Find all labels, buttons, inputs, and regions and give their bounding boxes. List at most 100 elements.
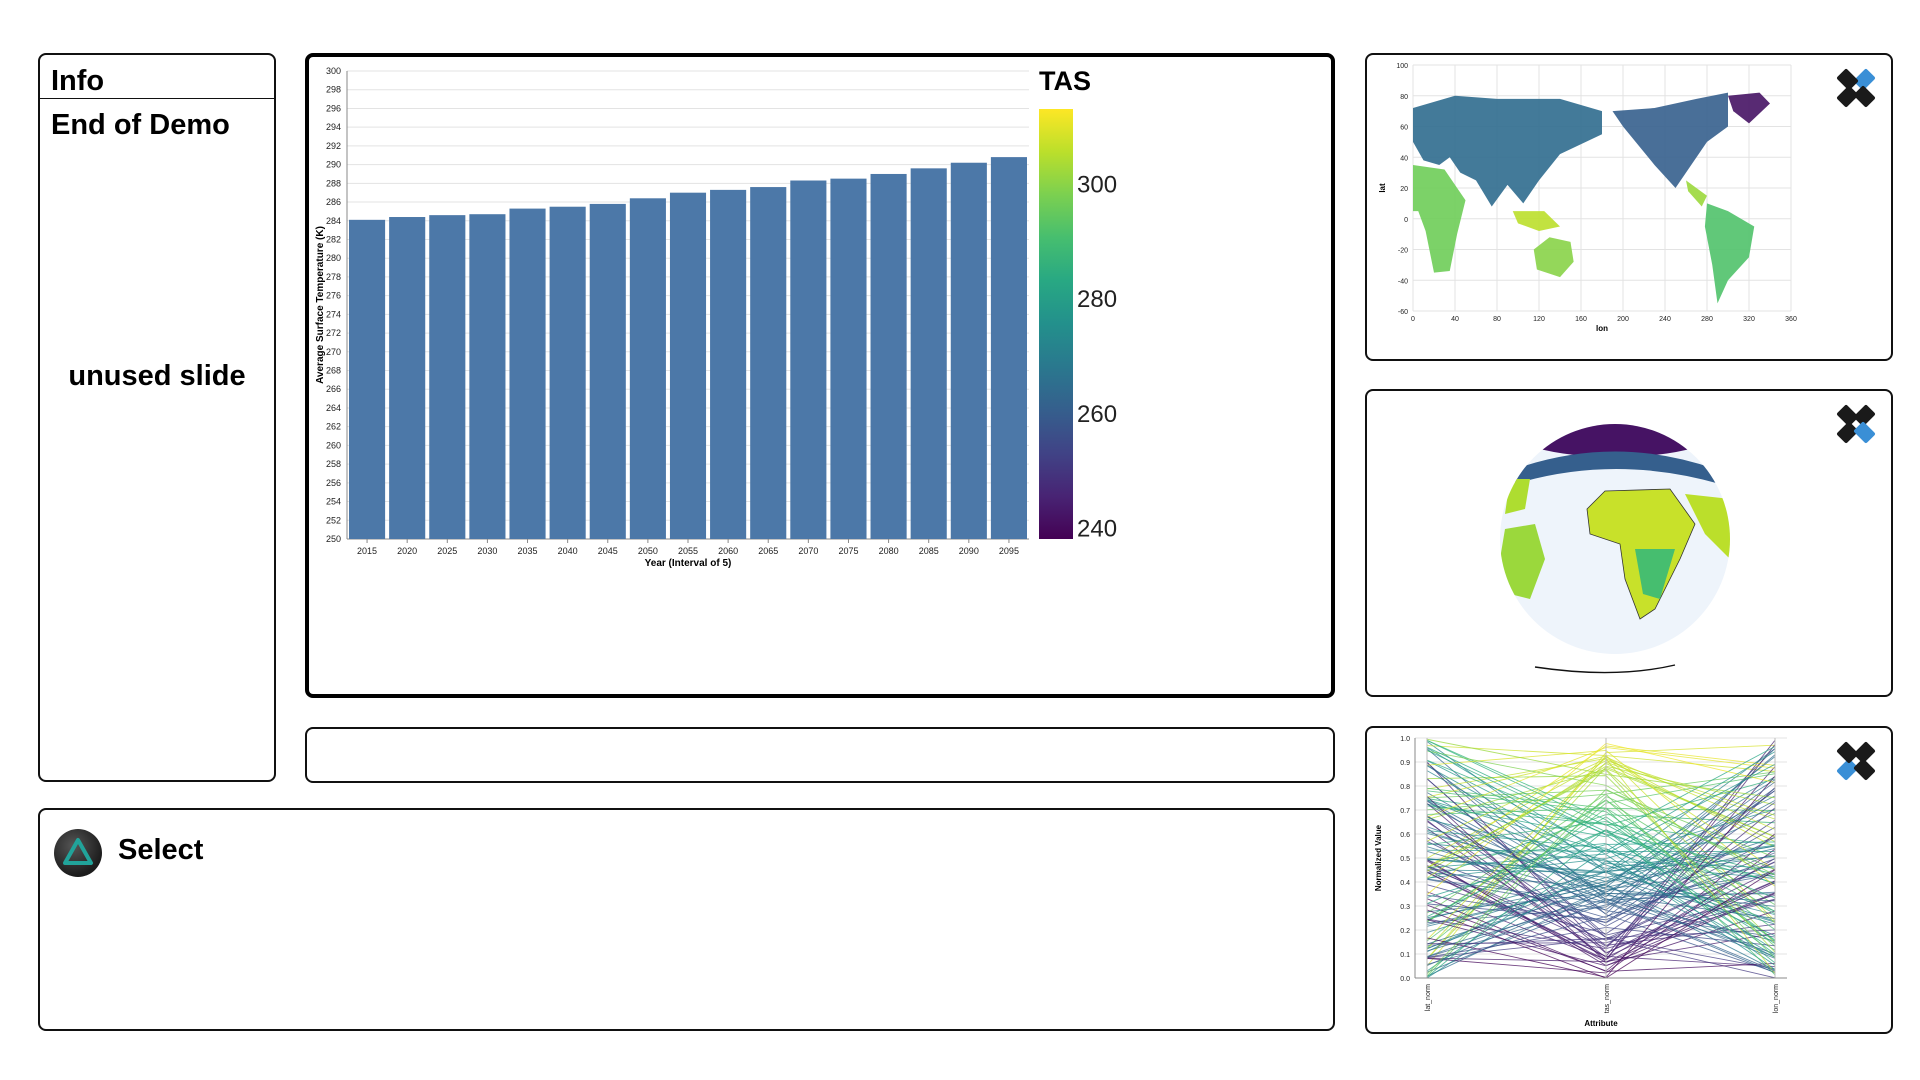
- pcp-x-axis-title: Attribute: [1584, 1019, 1618, 1028]
- pcp-axis-label: tas_norm: [1604, 984, 1611, 1013]
- globe-asia-region: [1685, 494, 1730, 559]
- bar: [389, 217, 426, 540]
- x-tick-label: 2045: [598, 546, 618, 556]
- map-land-region: [1686, 180, 1707, 207]
- bar: [790, 180, 827, 539]
- parallel-coordinates-chart[interactable]: 0.0 0.1 0.2 0.3 0.4 0.5 0.6 0.7 0.8 0.9 1.0 lat_nor…: [1367, 728, 1891, 1032]
- map-x-tick-label: 280: [1701, 316, 1713, 323]
- y-axis-title: Average Surface Temperature (K): [315, 226, 326, 384]
- map-x-tick-label: 160: [1575, 316, 1587, 323]
- map-x-tick-label: 0: [1411, 316, 1415, 323]
- map-y-tick-label: 20: [1400, 186, 1408, 193]
- pcp-y-tick-label: 0.4: [1400, 880, 1410, 887]
- bar: [429, 215, 466, 540]
- x-tick-label: 2070: [798, 546, 818, 556]
- bar: [910, 168, 947, 539]
- bar: [870, 173, 907, 539]
- legend-title: TAS: [1039, 66, 1091, 96]
- y-tick-label: 262: [326, 422, 341, 432]
- bar: [750, 187, 787, 539]
- map-y-tick-label: 0: [1404, 217, 1408, 224]
- bar: [469, 214, 506, 539]
- temperature-bar-chart[interactable]: 250 252 254 256 258 260 262 264 266 268 270 272 274 2…: [309, 57, 1331, 694]
- select-panel[interactable]: Select: [38, 808, 1335, 1031]
- pcp-y-tick-label: 0.7: [1400, 808, 1410, 815]
- bar: [710, 189, 747, 539]
- info-body-text: unused slide: [68, 360, 246, 392]
- legend-tick-label: 240: [1077, 516, 1117, 543]
- empty-text-panel[interactable]: [305, 727, 1335, 783]
- x-axis-title: Year (Interval of 5): [645, 558, 732, 569]
- pcp-axis-label: lat_norm: [1425, 984, 1432, 1011]
- info-panel: Info End of Demo unused slide: [38, 53, 276, 782]
- map-x-tick-label: 120: [1533, 316, 1545, 323]
- globe-land-group: [1500, 424, 1730, 620]
- y-tick-label: 286: [326, 197, 341, 207]
- y-tick-label: 300: [326, 66, 341, 76]
- pcp-y-tick-label: 0.8: [1400, 784, 1410, 791]
- map-y-tick-label: -40: [1398, 278, 1408, 285]
- map-y-tick-label: 60: [1400, 125, 1408, 132]
- pcp-y-tick-label: 1.0: [1400, 736, 1410, 743]
- y-tick-label: 282: [326, 234, 341, 244]
- pcp-line: [1426, 768, 1776, 869]
- y-tick-label: 252: [326, 515, 341, 525]
- bar: [669, 192, 707, 539]
- globe-africa-south-region: [1635, 549, 1675, 599]
- map-y-tick-label: 80: [1400, 94, 1408, 101]
- map-y-tick-label: 40: [1400, 155, 1408, 162]
- pcp-y-tick-label: 0.6: [1400, 832, 1410, 839]
- map-land-region: [1413, 95, 1602, 207]
- globe-panel[interactable]: [1365, 389, 1893, 697]
- x-tick-label: 2080: [879, 546, 899, 556]
- x-tick-label: 2020: [397, 546, 417, 556]
- globe-antarctica-outline: [1534, 664, 1676, 674]
- info-subtitle: End of Demo: [51, 109, 230, 141]
- y-tick-label: 270: [326, 347, 341, 357]
- bar: [629, 198, 666, 539]
- map-land-region: [1728, 92, 1770, 124]
- gamepad-dpad-icon[interactable]: [1831, 63, 1881, 113]
- map-y-tick-label: -20: [1398, 248, 1408, 255]
- y-tick-label: 298: [326, 85, 341, 95]
- y-tick-label: 256: [326, 478, 341, 488]
- bar: [509, 208, 546, 540]
- bar: [990, 157, 1027, 539]
- triangle-button-icon[interactable]: [54, 829, 102, 877]
- gamepad-dpad-icon[interactable]: [1831, 736, 1881, 786]
- pcp-y-axis-title: Normalized Value: [1374, 824, 1383, 891]
- map-x-tick-label: 360: [1785, 316, 1797, 323]
- x-tick-label: 2015: [357, 546, 377, 556]
- x-tick-label: 2090: [959, 546, 979, 556]
- map-land-region: [1612, 92, 1728, 188]
- pcp-y-tick-label: 0.9: [1400, 760, 1410, 767]
- map-land-region: [1413, 164, 1466, 273]
- map-x-tick-label: 80: [1493, 316, 1501, 323]
- x-tick-label: 2025: [437, 546, 457, 556]
- y-tick-label: 288: [326, 178, 341, 188]
- y-tick-label: 268: [326, 366, 341, 376]
- parallel-coordinates-panel[interactable]: 0.0 0.1 0.2 0.3 0.4 0.5 0.6 0.7 0.8 0.9 1.0 lat_nor…: [1365, 726, 1893, 1034]
- y-tick-label: 290: [326, 160, 341, 170]
- map-land-region: [1533, 237, 1574, 278]
- pcp-axis-label: lon_norm: [1773, 984, 1780, 1013]
- y-tick-label: 260: [326, 440, 341, 450]
- pcp-y-tick-label: 0.5: [1400, 856, 1410, 863]
- bar: [830, 178, 867, 539]
- globe-projection[interactable]: [1367, 391, 1891, 695]
- main-chart-panel[interactable]: 250 252 254 256 258 260 262 264 266 268 270 272 274 2…: [305, 53, 1335, 698]
- map-y-tick-label: -60: [1398, 309, 1408, 316]
- y-tick-label: 254: [326, 497, 341, 507]
- globe-europe-region: [1515, 451, 1720, 484]
- bar: [549, 206, 586, 539]
- map-x-tick-label: 200: [1617, 316, 1629, 323]
- map-x-axis-title: lon: [1596, 324, 1608, 333]
- lat-lon-map-panel[interactable]: 100 80 60 40 20 0 -20 -40 -60 0 40 80 120 160 200 240 28…: [1365, 53, 1893, 361]
- select-label: Select: [118, 834, 204, 866]
- map-y-axis-title: lat: [1378, 183, 1387, 193]
- map-x-tick-label: 320: [1743, 316, 1755, 323]
- gamepad-dpad-icon[interactable]: [1831, 399, 1881, 449]
- y-tick-label: 264: [326, 403, 341, 413]
- map-y-tick-label: 100: [1396, 63, 1408, 70]
